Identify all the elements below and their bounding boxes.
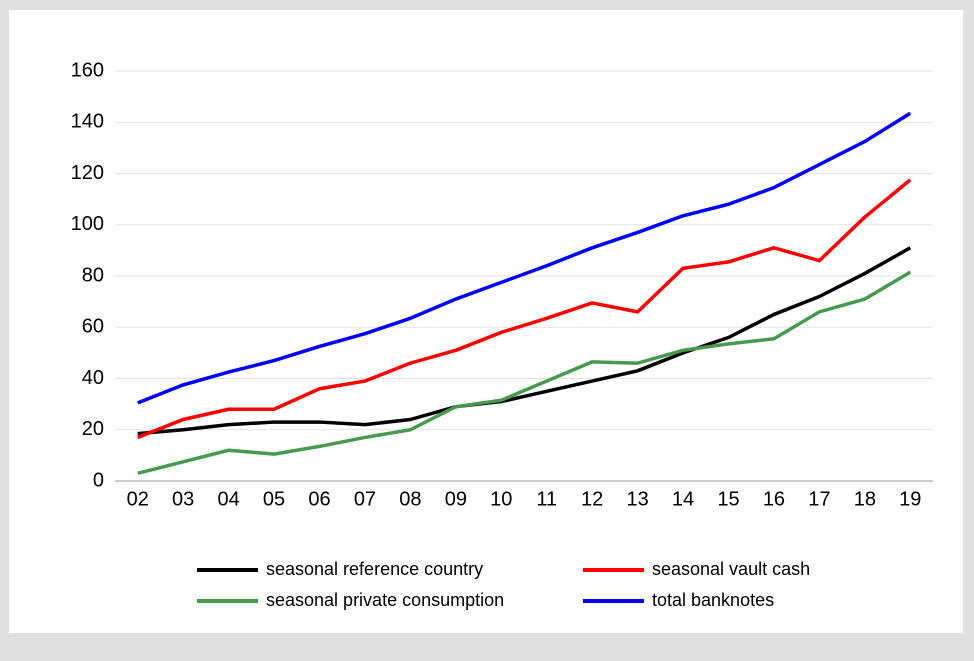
x-tick-label: 02 — [127, 488, 149, 510]
x-tick-label: 05 — [263, 488, 285, 510]
x-tick-label: 14 — [672, 488, 694, 510]
x-tick-label: 16 — [763, 488, 785, 510]
x-tick-label: 19 — [899, 488, 921, 510]
chart-area — [9, 10, 963, 633]
x-tick-label: 03 — [172, 488, 194, 510]
x-tick-label: 17 — [808, 488, 830, 510]
y-tick-label: 60 — [82, 316, 104, 338]
y-tick-label: 160 — [71, 59, 104, 81]
y-tick-label: 120 — [71, 162, 104, 184]
x-tick-label: 15 — [717, 488, 739, 510]
legend-label: seasonal reference country — [266, 559, 483, 579]
x-tick-label: 08 — [399, 488, 421, 510]
x-tick-label: 11 — [536, 488, 557, 510]
series-line — [137, 111, 912, 405]
x-tick-label: 04 — [217, 488, 239, 510]
y-tick-label: 40 — [82, 367, 104, 389]
legend-label: seasonal vault cash — [652, 559, 810, 579]
y-tick-label: 20 — [82, 418, 104, 440]
x-tick-label: 06 — [308, 488, 330, 510]
legend-label: total banknotes — [652, 590, 774, 610]
x-tick-label: 18 — [854, 488, 876, 510]
x-tick-label: 13 — [626, 488, 648, 510]
x-tick-label: 12 — [581, 488, 603, 510]
series-line — [137, 178, 912, 440]
series-line — [137, 246, 912, 436]
legend-label: seasonal private consumption — [266, 590, 504, 610]
x-tick-label: 09 — [445, 488, 467, 510]
series-line — [137, 270, 912, 476]
y-tick-label: 140 — [71, 111, 104, 133]
y-tick-label: 0 — [93, 469, 104, 491]
y-tick-label: 100 — [71, 213, 104, 235]
x-tick-label: 10 — [490, 488, 512, 510]
x-tick-label: 07 — [354, 488, 376, 510]
y-tick-label: 80 — [82, 264, 104, 286]
